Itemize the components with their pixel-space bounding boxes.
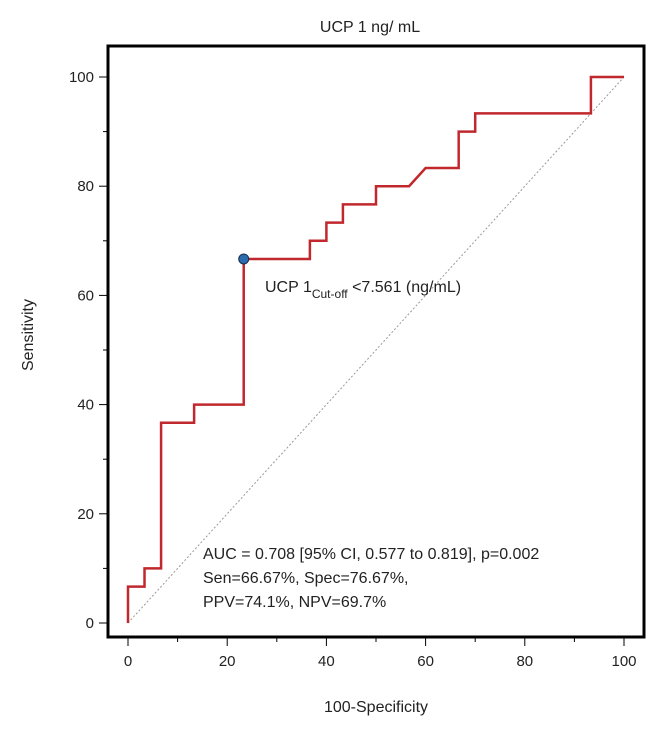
cutoff-point-marker (238, 253, 250, 265)
y-tick-label: 0 (86, 615, 94, 632)
y-tick-label: 40 (77, 397, 94, 414)
plot-frame (106, 44, 646, 639)
roc-curve-line (126, 75, 624, 623)
annotation-auc: AUC = 0.708 [95% CI, 0.577 to 0.819], p=… (203, 546, 539, 563)
y-axis-title: Sensitivity (20, 299, 37, 371)
y-axis-ticks: 0 20 40 60 80 100 (69, 69, 108, 632)
y-tick-label: 100 (69, 69, 94, 86)
annotation-ppv-npv: PPV=74.1%, NPV=69.7% (203, 594, 386, 611)
x-tick-label: 40 (318, 653, 335, 670)
annotation-sen-spec: Sen=66.67%, Spec=76.67%, (203, 570, 409, 587)
x-tick-label: 100 (611, 653, 636, 670)
y-tick-label: 80 (77, 178, 94, 195)
x-tick-label: 60 (417, 653, 434, 670)
x-tick-label: 20 (219, 653, 236, 670)
cutoff-label-sub: Cut-off (312, 287, 348, 301)
x-axis-ticks: 0 20 40 60 80 100 (124, 637, 637, 670)
cutoff-label: UCP 1Cut-off <7.561 (ng/mL) (265, 279, 461, 301)
x-axis-title: 100-Specificity (324, 699, 428, 716)
reference-diagonal-line (127, 76, 625, 624)
x-tick-label: 80 (516, 653, 533, 670)
cutoff-label-rest: <7.561 (ng/mL) (348, 279, 461, 296)
y-tick-label: 20 (77, 506, 94, 523)
x-tick-label: 0 (124, 653, 132, 670)
y-tick-label: 60 (77, 287, 94, 304)
chart-title: UCP 1 ng/ mL (320, 19, 420, 36)
cutoff-label-main: UCP 1 (265, 279, 312, 296)
